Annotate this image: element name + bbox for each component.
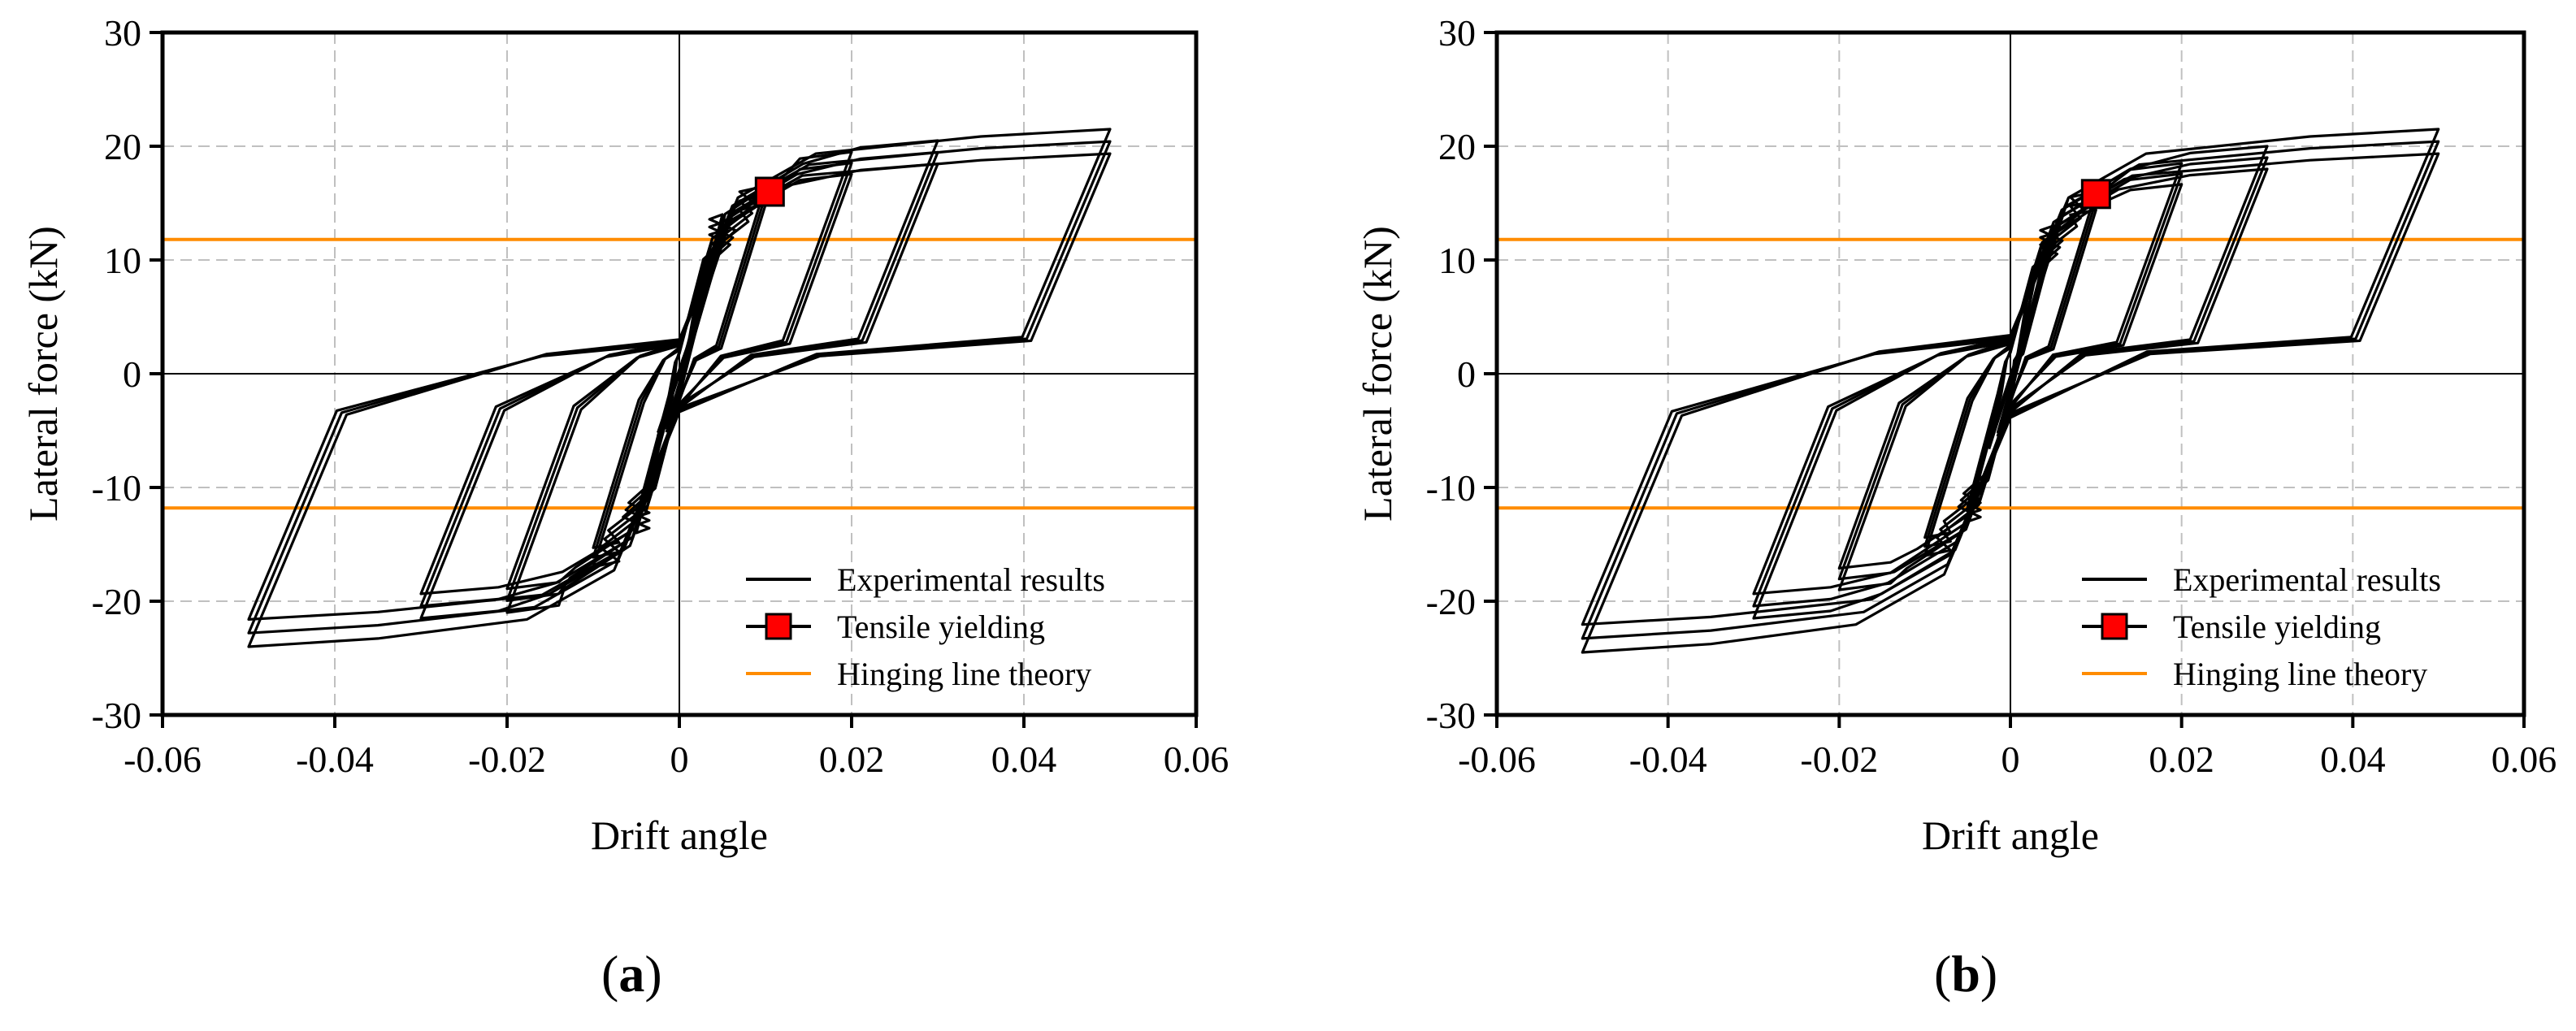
hinging-lines-b [1497, 237, 2524, 510]
tensile-yielding-marker [754, 176, 785, 207]
x-tick-label: 0.06 [1164, 739, 1229, 780]
y-tick-label: -30 [1426, 695, 1476, 736]
ticks-b [1484, 31, 2526, 728]
hysteresis-loop [247, 152, 1112, 621]
x-tick-label: -0.04 [1629, 739, 1707, 780]
legend-swatch-yield-marker [765, 613, 792, 640]
y-tick-label: 30 [104, 12, 141, 54]
hysteresis-loop [1581, 152, 2440, 626]
x-tick-label: -0.06 [1458, 739, 1536, 780]
panel-label-b: (b) [1934, 945, 1997, 1003]
x-tick-label: 0.02 [819, 739, 885, 780]
x-tick-label: 0.06 [2491, 739, 2557, 780]
hinging-lines-a [163, 237, 1196, 510]
x-tick-label: -0.04 [296, 739, 374, 780]
legend-label-experimental: Experimental results [837, 561, 1105, 598]
x-tick-label: 0 [670, 739, 689, 780]
y-axis-title-b: Lateral force (kN) [1355, 226, 1400, 522]
x-tick-labels-a: -0.06 -0.04 -0.02 0 0.02 0.04 0.06 [124, 739, 1229, 780]
panel-label-a: (a) [601, 945, 662, 1003]
yield-markers-b [2080, 179, 2111, 210]
x-tick-label: 0.04 [2320, 739, 2386, 780]
x-tick-label: -0.02 [1800, 739, 1878, 780]
y-tick-label: -20 [92, 581, 141, 622]
y-tick-labels-b: -30 -20 -10 0 10 20 30 [1426, 12, 1476, 736]
y-tick-label: 20 [104, 126, 141, 167]
experimental-curve-b [1581, 128, 2440, 654]
y-tick-label: 10 [104, 240, 141, 281]
y-tick-label: 0 [123, 353, 141, 395]
x-tick-label: -0.06 [124, 739, 202, 780]
y-tick-label: 30 [1438, 12, 1476, 54]
experimental-curve-a [247, 128, 1112, 648]
x-tick-label: 0.02 [2149, 739, 2214, 780]
y-tick-label: 10 [1438, 240, 1476, 281]
y-tick-label: 0 [1457, 353, 1476, 395]
legend-a: Experimental results Tensile yielding Hi… [746, 561, 1105, 692]
tensile-yielding-marker [2080, 179, 2111, 210]
y-tick-label: -10 [92, 467, 141, 509]
y-axis-title-a: Lateral force (kN) [20, 226, 66, 522]
legend-label-yield: Tensile yielding [2173, 609, 2381, 645]
x-axis-title-b: Drift angle [1922, 812, 2099, 858]
x-tick-label: 0.04 [991, 739, 1057, 780]
yield-markers-a [754, 176, 785, 207]
chart-panel-b: -0.06 -0.04 -0.02 0 0.02 0.04 0.06 -30 -… [1355, 12, 2556, 1003]
legend-b: Experimental results Tensile yielding Hi… [2082, 561, 2441, 692]
legend-label-hinging: Hinging line theory [2173, 656, 2427, 692]
legend-label-yield: Tensile yielding [837, 609, 1045, 645]
y-tick-label: -30 [92, 695, 141, 736]
y-tick-label: -10 [1426, 467, 1476, 509]
legend-swatch-yield-marker [2101, 613, 2128, 640]
y-tick-label: -20 [1426, 581, 1476, 622]
legend-label-experimental: Experimental results [2173, 561, 2441, 598]
y-tick-label: 20 [1438, 126, 1476, 167]
x-axis-title-a: Drift angle [591, 812, 768, 858]
legend-label-hinging: Hinging line theory [837, 656, 1091, 692]
ticks-a [150, 31, 1198, 728]
x-tick-label: 0 [2001, 739, 2020, 780]
x-tick-label: -0.02 [468, 739, 546, 780]
y-tick-labels-a: -30 -20 -10 0 10 20 30 [92, 12, 141, 736]
x-tick-labels-b: -0.06 -0.04 -0.02 0 0.02 0.04 0.06 [1458, 739, 2556, 780]
chart-panel-a: -0.06 -0.04 -0.02 0 0.02 0.04 0.06 -30 -… [20, 12, 1229, 1003]
